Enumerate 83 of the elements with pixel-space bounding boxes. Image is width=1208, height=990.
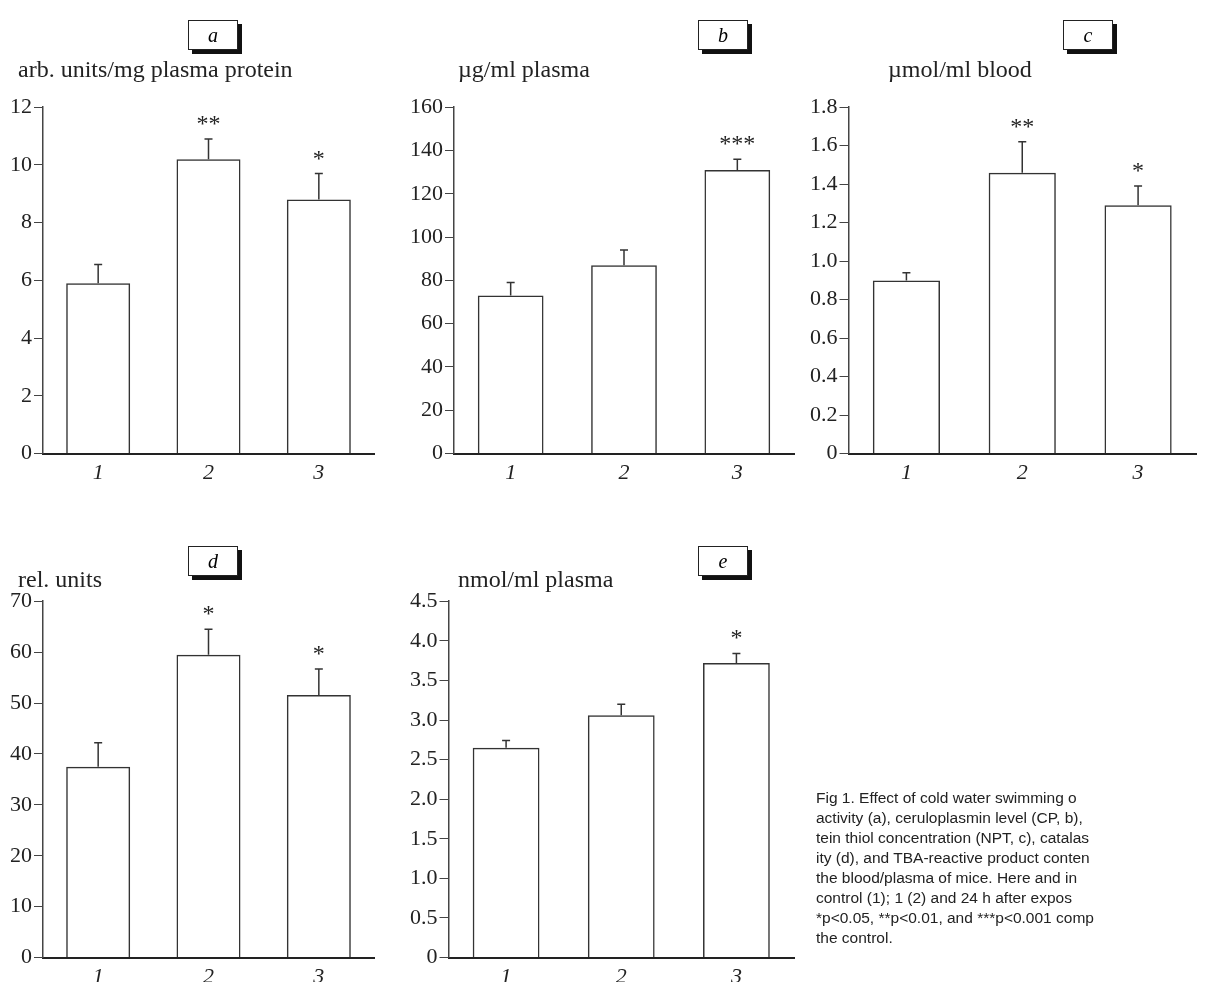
- y-tick-label: 50: [10, 688, 32, 714]
- y-tick-label: 1.0: [410, 864, 438, 890]
- y-tick-label: 1.6: [810, 131, 838, 157]
- y-tick-label: 1.4: [810, 169, 838, 195]
- data-label: *: [1132, 157, 1145, 184]
- y-tick-label: 0.5: [410, 903, 438, 929]
- text: activity (a), ceruloplasmin level (CP, b),: [816, 808, 1084, 828]
- y-tick-label: 4: [21, 323, 32, 349]
- y-tick-label: 0.2: [810, 400, 838, 426]
- y-tick-label: 120: [410, 179, 443, 205]
- x-tick-label: 1: [92, 458, 104, 484]
- x-tick-label: 2: [203, 962, 214, 988]
- x-tick-label: 3: [312, 458, 325, 484]
- y-tick-label: 0: [21, 943, 32, 969]
- text: tein thiol concentration (NPT, c), catalas: [816, 828, 1091, 848]
- y-tick-label: 10: [10, 892, 32, 918]
- y-tick-label: 1.2: [810, 208, 838, 234]
- x-tick-label: 1: [505, 458, 517, 484]
- y-tick-label: 30: [10, 790, 32, 816]
- text: the blood/plasma of mice. Here and in: [816, 868, 1079, 888]
- x-tick-label: 3: [729, 962, 742, 988]
- y-tick-label: 60: [10, 637, 32, 663]
- chart-title: a: [188, 20, 238, 50]
- y-tick-label: 0: [426, 943, 438, 969]
- y-tick-label: 10: [10, 150, 32, 176]
- text: ity (d), and TBA-reactive product conten: [816, 848, 1091, 868]
- y-tick-label: 0: [21, 439, 32, 465]
- x-tick-label: 3: [730, 458, 743, 484]
- y-tick-label: 0.8: [810, 285, 838, 311]
- data-label: *: [312, 639, 325, 666]
- data-label: **: [1010, 112, 1035, 139]
- y-tick-label: 60: [421, 309, 443, 335]
- chart-title: e: [698, 546, 748, 576]
- data-label: *: [730, 624, 743, 651]
- text: control (1); 1 (2) and 24 h after expos: [816, 888, 1073, 908]
- y-tick-label: 1.8: [810, 92, 838, 118]
- x-tick-label: 2: [618, 458, 630, 484]
- data-label: *: [202, 600, 215, 627]
- data-label: **: [196, 109, 221, 136]
- x-tick-label: 2: [615, 962, 627, 988]
- y-tick-label: 0.4: [810, 362, 838, 388]
- text: *p<0.05, **p<0.01, and ***p<0.001 comp: [816, 908, 1095, 928]
- y-tick-label: 8: [21, 208, 32, 234]
- y-tick-label: 4.0: [410, 626, 438, 652]
- text: the control.: [816, 928, 894, 948]
- x-tick-label: 1: [900, 458, 912, 484]
- x-tick-label: 2: [1016, 458, 1028, 484]
- y-tick-label: 3.0: [410, 705, 438, 731]
- y-tick-label: 40: [421, 352, 443, 378]
- y-tick-label: 0: [432, 439, 443, 465]
- y-tick-label: 140: [410, 136, 443, 162]
- y-tick-label: 1.5: [410, 824, 438, 850]
- y-tick-label: 4.5: [410, 586, 438, 612]
- y-tick-label: 100: [410, 222, 443, 248]
- y-tick-label: 12: [10, 92, 32, 118]
- chart-title: b: [698, 20, 748, 50]
- data-label: *: [312, 144, 325, 171]
- x-tick-label: 2: [203, 458, 214, 484]
- y-tick-label: 2.5: [410, 745, 438, 771]
- x-tick-label: 1: [500, 962, 512, 988]
- chart-title: c: [1063, 20, 1113, 50]
- y-tick-label: 160: [410, 92, 443, 118]
- y-tick-label: 80: [421, 266, 443, 292]
- x-tick-label: 3: [1131, 458, 1144, 484]
- chart-title: d: [188, 546, 238, 576]
- y-tick-label: 20: [421, 396, 443, 422]
- y-axis-title: µg/ml plasma: [458, 56, 590, 83]
- y-tick-label: 40: [10, 739, 32, 765]
- x-tick-label: 3: [312, 962, 325, 988]
- y-axis-title: arb. units/mg plasma protein: [18, 56, 293, 83]
- y-axis-title: nmol/ml plasma: [458, 566, 614, 593]
- y-tick-label: 2.0: [410, 784, 438, 810]
- y-tick-label: 6: [21, 266, 32, 292]
- data-label: ***: [719, 130, 756, 157]
- y-tick-label: 3.5: [410, 666, 438, 692]
- y-tick-label: 0: [826, 439, 838, 465]
- x-tick-label: 1: [92, 962, 104, 988]
- y-tick-label: 0.6: [810, 323, 838, 349]
- caption: Fig 1. Effect of cold water swimming o: [816, 788, 1078, 808]
- y-tick-label: 1.0: [810, 246, 838, 272]
- y-tick-label: 20: [10, 841, 32, 867]
- y-tick-label: 2: [21, 381, 32, 407]
- y-axis-title: µmol/ml blood: [888, 56, 1032, 83]
